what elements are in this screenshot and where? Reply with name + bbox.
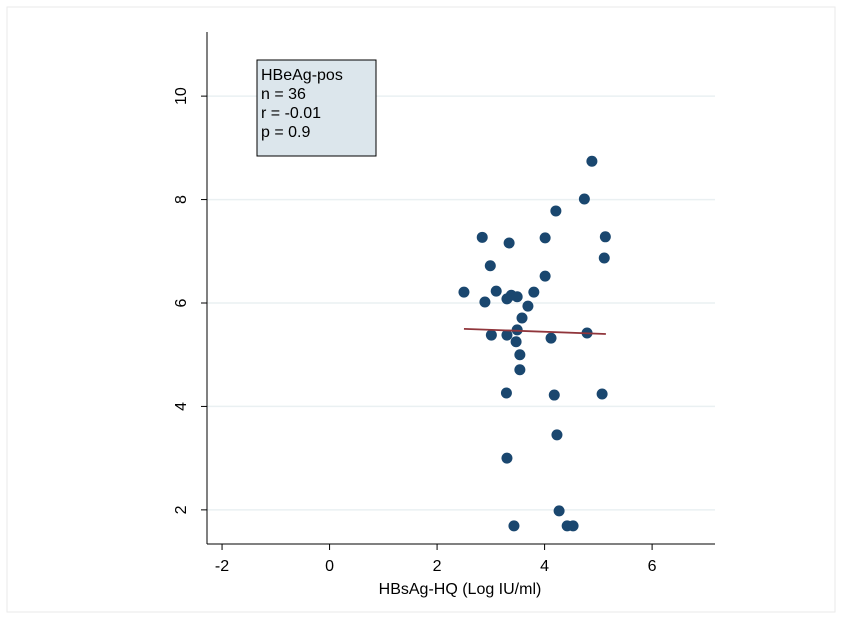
point — [551, 429, 563, 441]
point — [500, 387, 512, 399]
x-axis-title: HBsAg-HQ (Log IU/ml) — [379, 581, 542, 598]
y-tick-label: 4 — [173, 402, 190, 411]
point — [539, 232, 551, 244]
y-tick-label: 8 — [173, 195, 190, 204]
point — [514, 364, 526, 376]
annotation-line: p = 0.9 — [261, 124, 310, 141]
point — [516, 312, 528, 324]
x-tick-label: 6 — [648, 558, 657, 575]
x-tick-label: 2 — [433, 558, 442, 575]
point — [553, 505, 565, 517]
point — [458, 286, 470, 298]
point — [490, 285, 502, 297]
x-tick-label: 4 — [540, 558, 549, 575]
point — [567, 520, 579, 532]
x-tick-label: 0 — [325, 558, 334, 575]
point — [522, 300, 534, 312]
point — [510, 336, 522, 348]
point — [508, 520, 520, 532]
point — [511, 324, 523, 336]
y-tick-label: 6 — [173, 298, 190, 307]
point — [501, 452, 513, 464]
point — [545, 332, 557, 344]
point — [550, 205, 562, 217]
point — [511, 291, 523, 303]
annotation-box — [256, 59, 377, 157]
annotation-line: HBeAg-pos — [261, 67, 343, 84]
point — [485, 329, 497, 341]
annotation-line: r = -0.01 — [261, 105, 321, 122]
point — [514, 349, 526, 361]
y-tick-label: 2 — [173, 505, 190, 514]
point — [503, 237, 515, 249]
point — [599, 231, 611, 243]
y-tick-label: 10 — [173, 87, 190, 105]
annotation-line: n = 36 — [261, 86, 306, 103]
point — [484, 260, 496, 272]
point — [539, 270, 551, 282]
point — [596, 388, 608, 400]
point — [578, 193, 590, 205]
fit-line — [463, 327, 606, 335]
point — [501, 329, 513, 341]
point — [476, 231, 488, 243]
point — [548, 389, 560, 401]
point — [598, 252, 610, 264]
point — [479, 296, 491, 308]
point — [528, 286, 540, 298]
point — [586, 155, 598, 167]
frame — [6, 6, 836, 613]
x-tick-label: -2 — [215, 558, 229, 575]
